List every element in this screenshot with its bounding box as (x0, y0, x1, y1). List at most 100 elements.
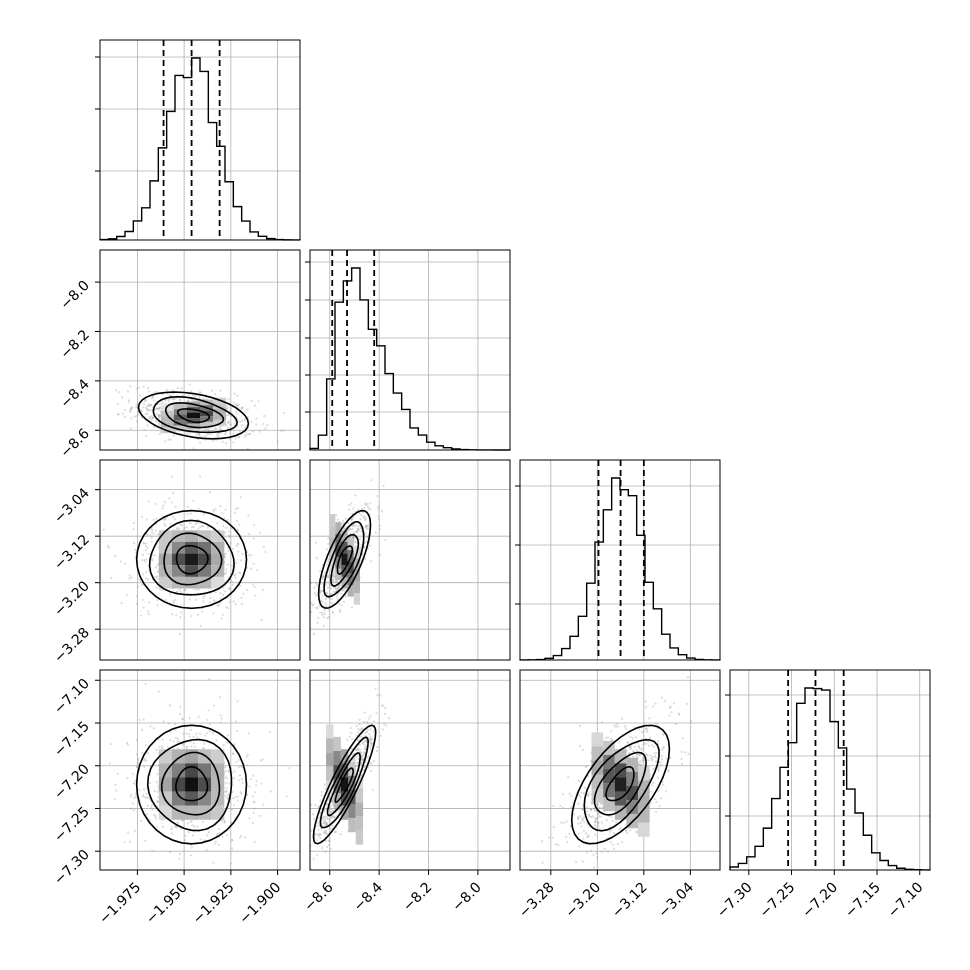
sample-point (194, 745, 197, 748)
sample-point (583, 821, 586, 824)
sample-point (244, 430, 247, 434)
sample-point (340, 603, 343, 607)
sample-point (359, 763, 362, 766)
sample-point (310, 602, 313, 605)
sample-point (351, 527, 354, 530)
sample-point (236, 404, 239, 407)
sample-point (199, 838, 202, 841)
density-cell (341, 541, 348, 554)
sample-point (176, 526, 179, 529)
sample-point (154, 815, 157, 818)
sample-point (181, 717, 184, 720)
sample-point (156, 575, 159, 578)
sample-point (172, 600, 175, 603)
sample-point (649, 801, 653, 804)
sample-point (322, 575, 325, 578)
sample-point (600, 802, 603, 805)
sample-point (237, 765, 241, 769)
sample-point (240, 424, 243, 427)
sample-point (182, 528, 186, 531)
sample-point (331, 611, 334, 614)
sample-point (594, 819, 597, 822)
sample-point (306, 857, 308, 859)
sample-point (377, 517, 380, 521)
sample-point (338, 608, 341, 612)
sample-point (594, 817, 597, 820)
sample-point (228, 409, 231, 413)
sample-point (140, 559, 144, 562)
sample-point (338, 809, 341, 812)
density-cell (335, 522, 342, 534)
sample-point (228, 535, 231, 539)
sample-point (198, 732, 202, 735)
sample-point (219, 592, 222, 595)
sample-point (130, 793, 133, 796)
sample-point (320, 790, 323, 793)
sample-point (680, 757, 683, 761)
density-cell (326, 766, 334, 781)
sample-point (166, 388, 169, 391)
sample-point (235, 410, 238, 413)
density-cell (173, 409, 187, 415)
sample-point (305, 851, 307, 853)
sample-point (156, 533, 159, 536)
sample-point (587, 813, 590, 816)
sample-point (126, 777, 129, 780)
sample-point (140, 751, 144, 754)
sample-point (212, 508, 215, 512)
sample-point (639, 759, 642, 763)
sample-point (202, 596, 205, 600)
sample-point (227, 413, 230, 416)
sample-point (654, 702, 657, 705)
sample-point (144, 744, 148, 747)
sample-point (580, 825, 583, 828)
density-cell (198, 565, 212, 577)
sample-point (581, 818, 584, 822)
sample-point (651, 758, 654, 761)
sample-point (239, 584, 242, 587)
density-cell (348, 803, 356, 819)
sample-point (137, 578, 141, 581)
sample-point (244, 410, 247, 414)
sample-point (147, 552, 151, 556)
sample-point (329, 810, 332, 813)
sample-point (158, 406, 162, 409)
sample-point (128, 577, 131, 580)
sample-point (190, 846, 193, 849)
sample-point (360, 754, 363, 757)
sample-point (325, 822, 328, 825)
sample-point (179, 705, 182, 708)
sample-point (141, 406, 144, 409)
sample-point (217, 432, 220, 435)
sample-point (207, 831, 210, 834)
sample-point (349, 532, 352, 535)
sample-point (195, 588, 198, 591)
sample-point (635, 830, 638, 833)
sample-point (612, 847, 616, 850)
density-cell (213, 414, 227, 420)
sample-point (157, 690, 161, 693)
sample-point (369, 714, 372, 718)
sample-point (596, 817, 599, 820)
sample-point (600, 721, 604, 724)
sample-point (660, 748, 664, 751)
sample-point (360, 543, 363, 546)
density-cell (341, 565, 348, 577)
sample-point (172, 398, 175, 401)
sample-point (186, 513, 189, 516)
sample-point (224, 790, 227, 793)
sample-point (152, 425, 155, 428)
sample-point (314, 541, 317, 544)
sample-point (146, 458, 148, 460)
density-cell (200, 416, 214, 422)
contour-1-2 (148, 519, 235, 596)
sample-point (334, 580, 337, 583)
sample-point (154, 817, 158, 820)
sample-point (208, 592, 212, 595)
sample-point (561, 792, 565, 796)
sample-point (226, 421, 230, 424)
sample-point (224, 794, 227, 798)
density-cell (347, 538, 354, 551)
density-cell (614, 749, 627, 764)
sample-point (217, 827, 220, 830)
